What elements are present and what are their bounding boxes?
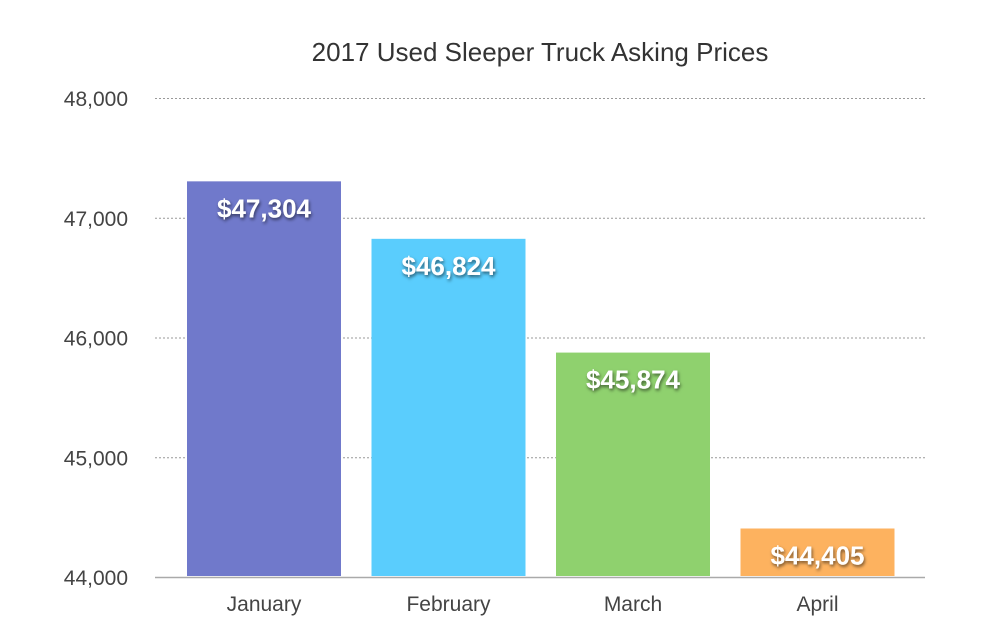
bar-march [556,352,710,576]
y-tick-label: 48,000 [64,88,128,111]
y-tick-label: 47,000 [64,208,128,231]
y-tick-label: 44,000 [64,567,128,590]
x-tick-label: March [604,593,662,616]
chart-title: 2017 Used Sleeper Truck Asking Prices [312,37,769,67]
data-label: $44,405 [771,541,865,571]
data-label: $45,874 [586,365,681,395]
x-tick-label: February [406,593,491,616]
y-tick-label: 46,000 [64,328,128,351]
data-label: $47,304 [217,193,312,223]
y-tick-label: 45,000 [64,447,128,470]
x-tick-label: January [227,593,302,616]
bar-february [371,238,526,577]
data-label: $46,824 [402,251,497,281]
bar-april [740,528,895,576]
x-tick-label: April [796,593,838,616]
bar-january [187,181,341,576]
